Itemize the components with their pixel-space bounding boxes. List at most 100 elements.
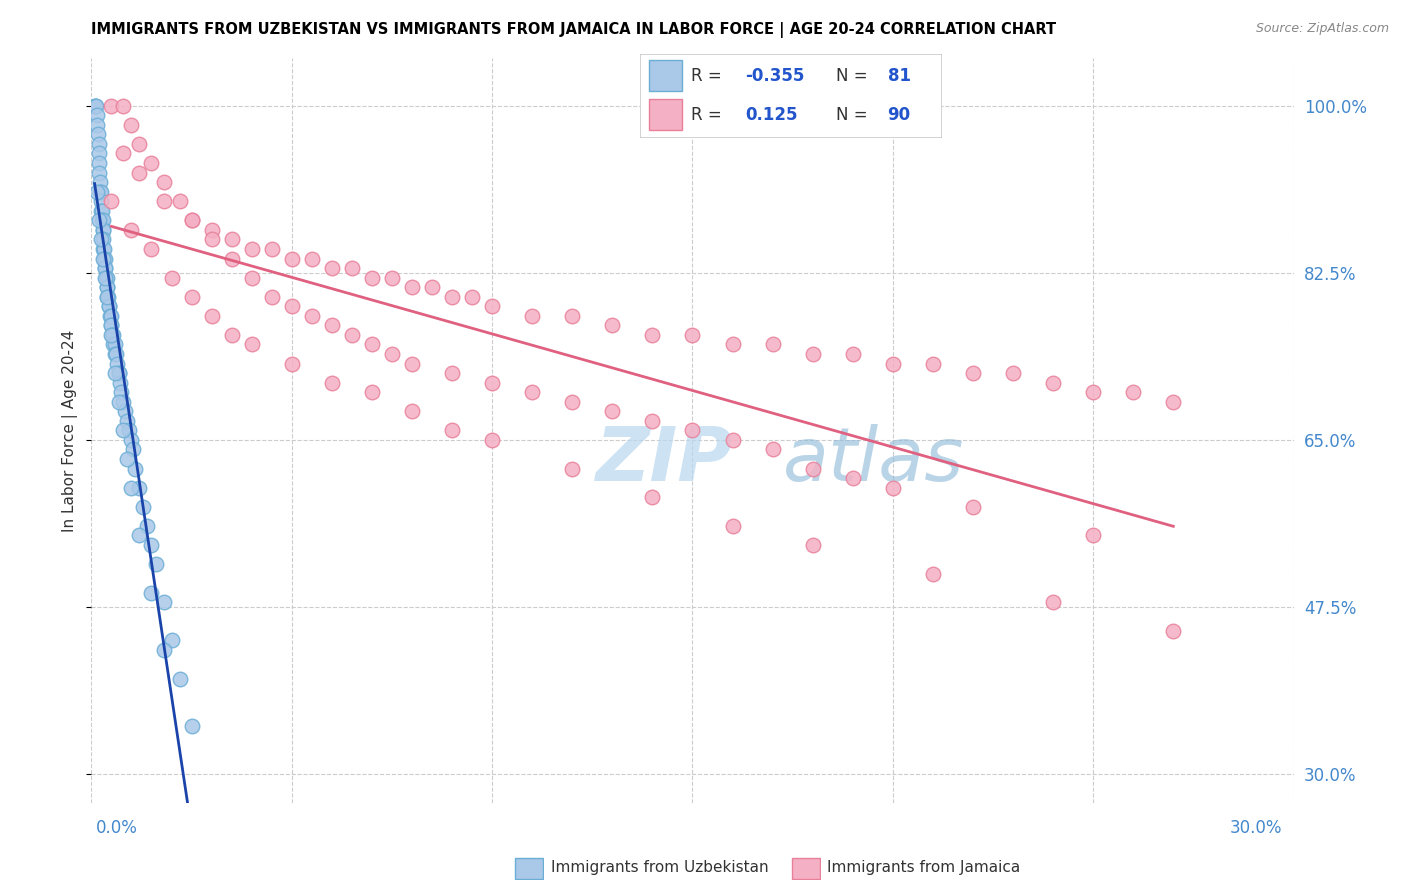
Point (1122, 385, 1144, 400)
Point (962, 366, 984, 380)
Text: Immigrants from Jamaica: Immigrants from Jamaica (827, 861, 1019, 875)
Point (281, 357, 304, 371)
Point (128, 481, 150, 495)
Point (152, 194, 174, 209)
Point (100, 99, 122, 113)
Point (721, 337, 744, 351)
Point (240, 270, 263, 285)
Point (1001, 366, 1024, 380)
Point (169, 672, 191, 686)
Point (360, 270, 382, 285)
Point (86, 185, 108, 199)
Point (721, 519, 744, 533)
Point (90, 203, 112, 218)
Point (107, 366, 129, 380)
Point (96, 270, 118, 285)
Point (321, 318, 343, 333)
Point (240, 242, 263, 256)
Point (93, 223, 115, 237)
Point (103, 327, 125, 342)
Point (96, 280, 118, 294)
Point (1042, 595, 1064, 609)
Point (117, 414, 139, 428)
Point (1083, 528, 1105, 542)
Point (841, 471, 863, 485)
Y-axis label: In Labor Force | Age 20-24: In Labor Force | Age 20-24 (62, 329, 79, 532)
Point (681, 327, 703, 342)
Point (762, 337, 785, 351)
Point (132, 500, 155, 514)
Point (94, 261, 117, 276)
Point (90, 203, 112, 218)
Point (89, 185, 111, 199)
Point (721, 433, 744, 447)
Point (420, 280, 443, 294)
Point (91, 223, 114, 237)
Text: ZIP: ZIP (596, 424, 734, 497)
Point (882, 357, 904, 371)
Point (98, 309, 121, 323)
Point (112, 99, 135, 113)
Text: 0.0%: 0.0% (96, 819, 138, 837)
Point (381, 347, 404, 361)
Point (93, 252, 115, 266)
Point (260, 242, 283, 256)
Point (89, 213, 111, 227)
Point (561, 394, 583, 409)
Bar (648, 99, 682, 130)
Text: 30.0%: 30.0% (1230, 819, 1282, 837)
Point (201, 232, 224, 246)
Point (520, 385, 543, 400)
Text: Source: ZipAtlas.com: Source: ZipAtlas.com (1256, 22, 1389, 36)
Point (681, 424, 703, 438)
Point (124, 461, 146, 475)
Point (96, 290, 118, 304)
Point (93, 232, 115, 246)
Point (301, 252, 323, 266)
Point (1161, 394, 1184, 409)
Point (108, 366, 131, 380)
Point (89, 156, 111, 170)
Point (90, 194, 112, 209)
Point (1083, 385, 1105, 400)
Point (90, 232, 112, 246)
Point (152, 595, 174, 609)
Point (441, 290, 464, 304)
Point (922, 566, 945, 581)
Text: Immigrants from Uzbekistan: Immigrants from Uzbekistan (551, 861, 769, 875)
Point (641, 327, 664, 342)
Point (98, 299, 121, 313)
Point (321, 376, 343, 390)
Point (561, 309, 583, 323)
Point (84, 99, 107, 113)
Point (100, 194, 122, 209)
Point (87, 136, 110, 151)
Point (160, 270, 183, 285)
Point (91, 213, 114, 227)
Point (83, 99, 105, 113)
FancyBboxPatch shape (640, 54, 942, 138)
Text: N =: N = (837, 105, 873, 123)
Text: 90: 90 (887, 105, 911, 123)
Point (100, 309, 122, 323)
Point (93, 242, 115, 256)
Point (87, 128, 110, 142)
Point (112, 394, 135, 409)
Point (108, 394, 131, 409)
Point (1161, 624, 1184, 638)
Point (97, 290, 120, 304)
Point (90, 185, 112, 199)
Point (201, 223, 224, 237)
Point (340, 327, 363, 342)
Point (340, 261, 363, 276)
Point (180, 719, 202, 733)
Point (107, 357, 129, 371)
Point (401, 404, 423, 418)
Point (260, 290, 283, 304)
Point (89, 175, 111, 189)
Point (121, 223, 143, 237)
Point (160, 633, 183, 648)
Point (360, 385, 382, 400)
Point (962, 500, 984, 514)
Point (93, 252, 115, 266)
